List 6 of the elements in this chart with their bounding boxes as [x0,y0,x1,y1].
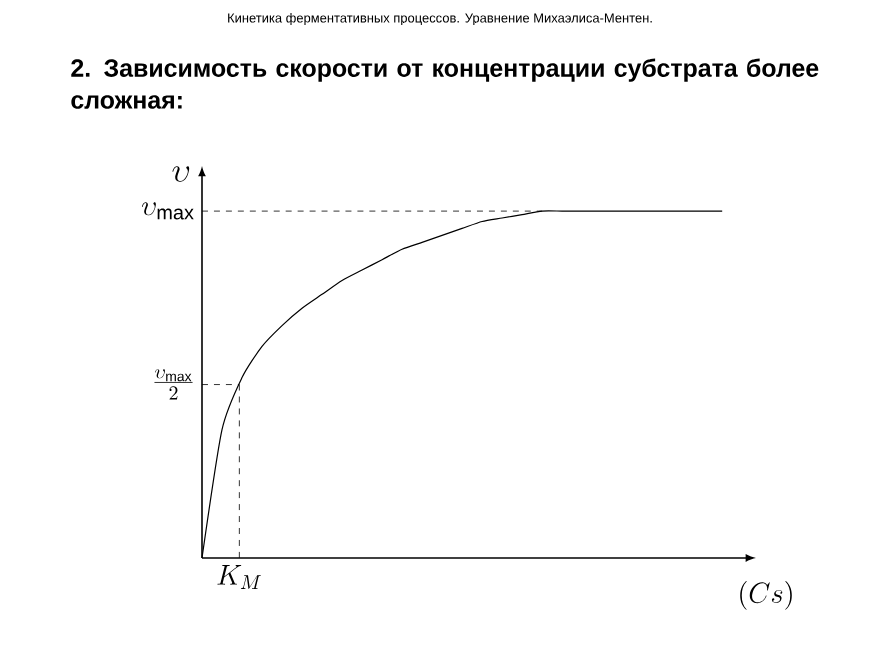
chart-subtitle: 2. Зависимость скорости от концентрации субстрата более сложная: [71,58,819,109]
text: $K_M$ [217,565,261,589]
y-axis-title: $\upsilon$ [172,166,190,182]
ref-line-label: $\upsilon_{\max}$ [141,202,194,220]
x-axis-title: $(Cs)$ [740,581,792,610]
ref-line-label: $\frac{\upsilon_{\max}}{2}$ [154,369,193,400]
